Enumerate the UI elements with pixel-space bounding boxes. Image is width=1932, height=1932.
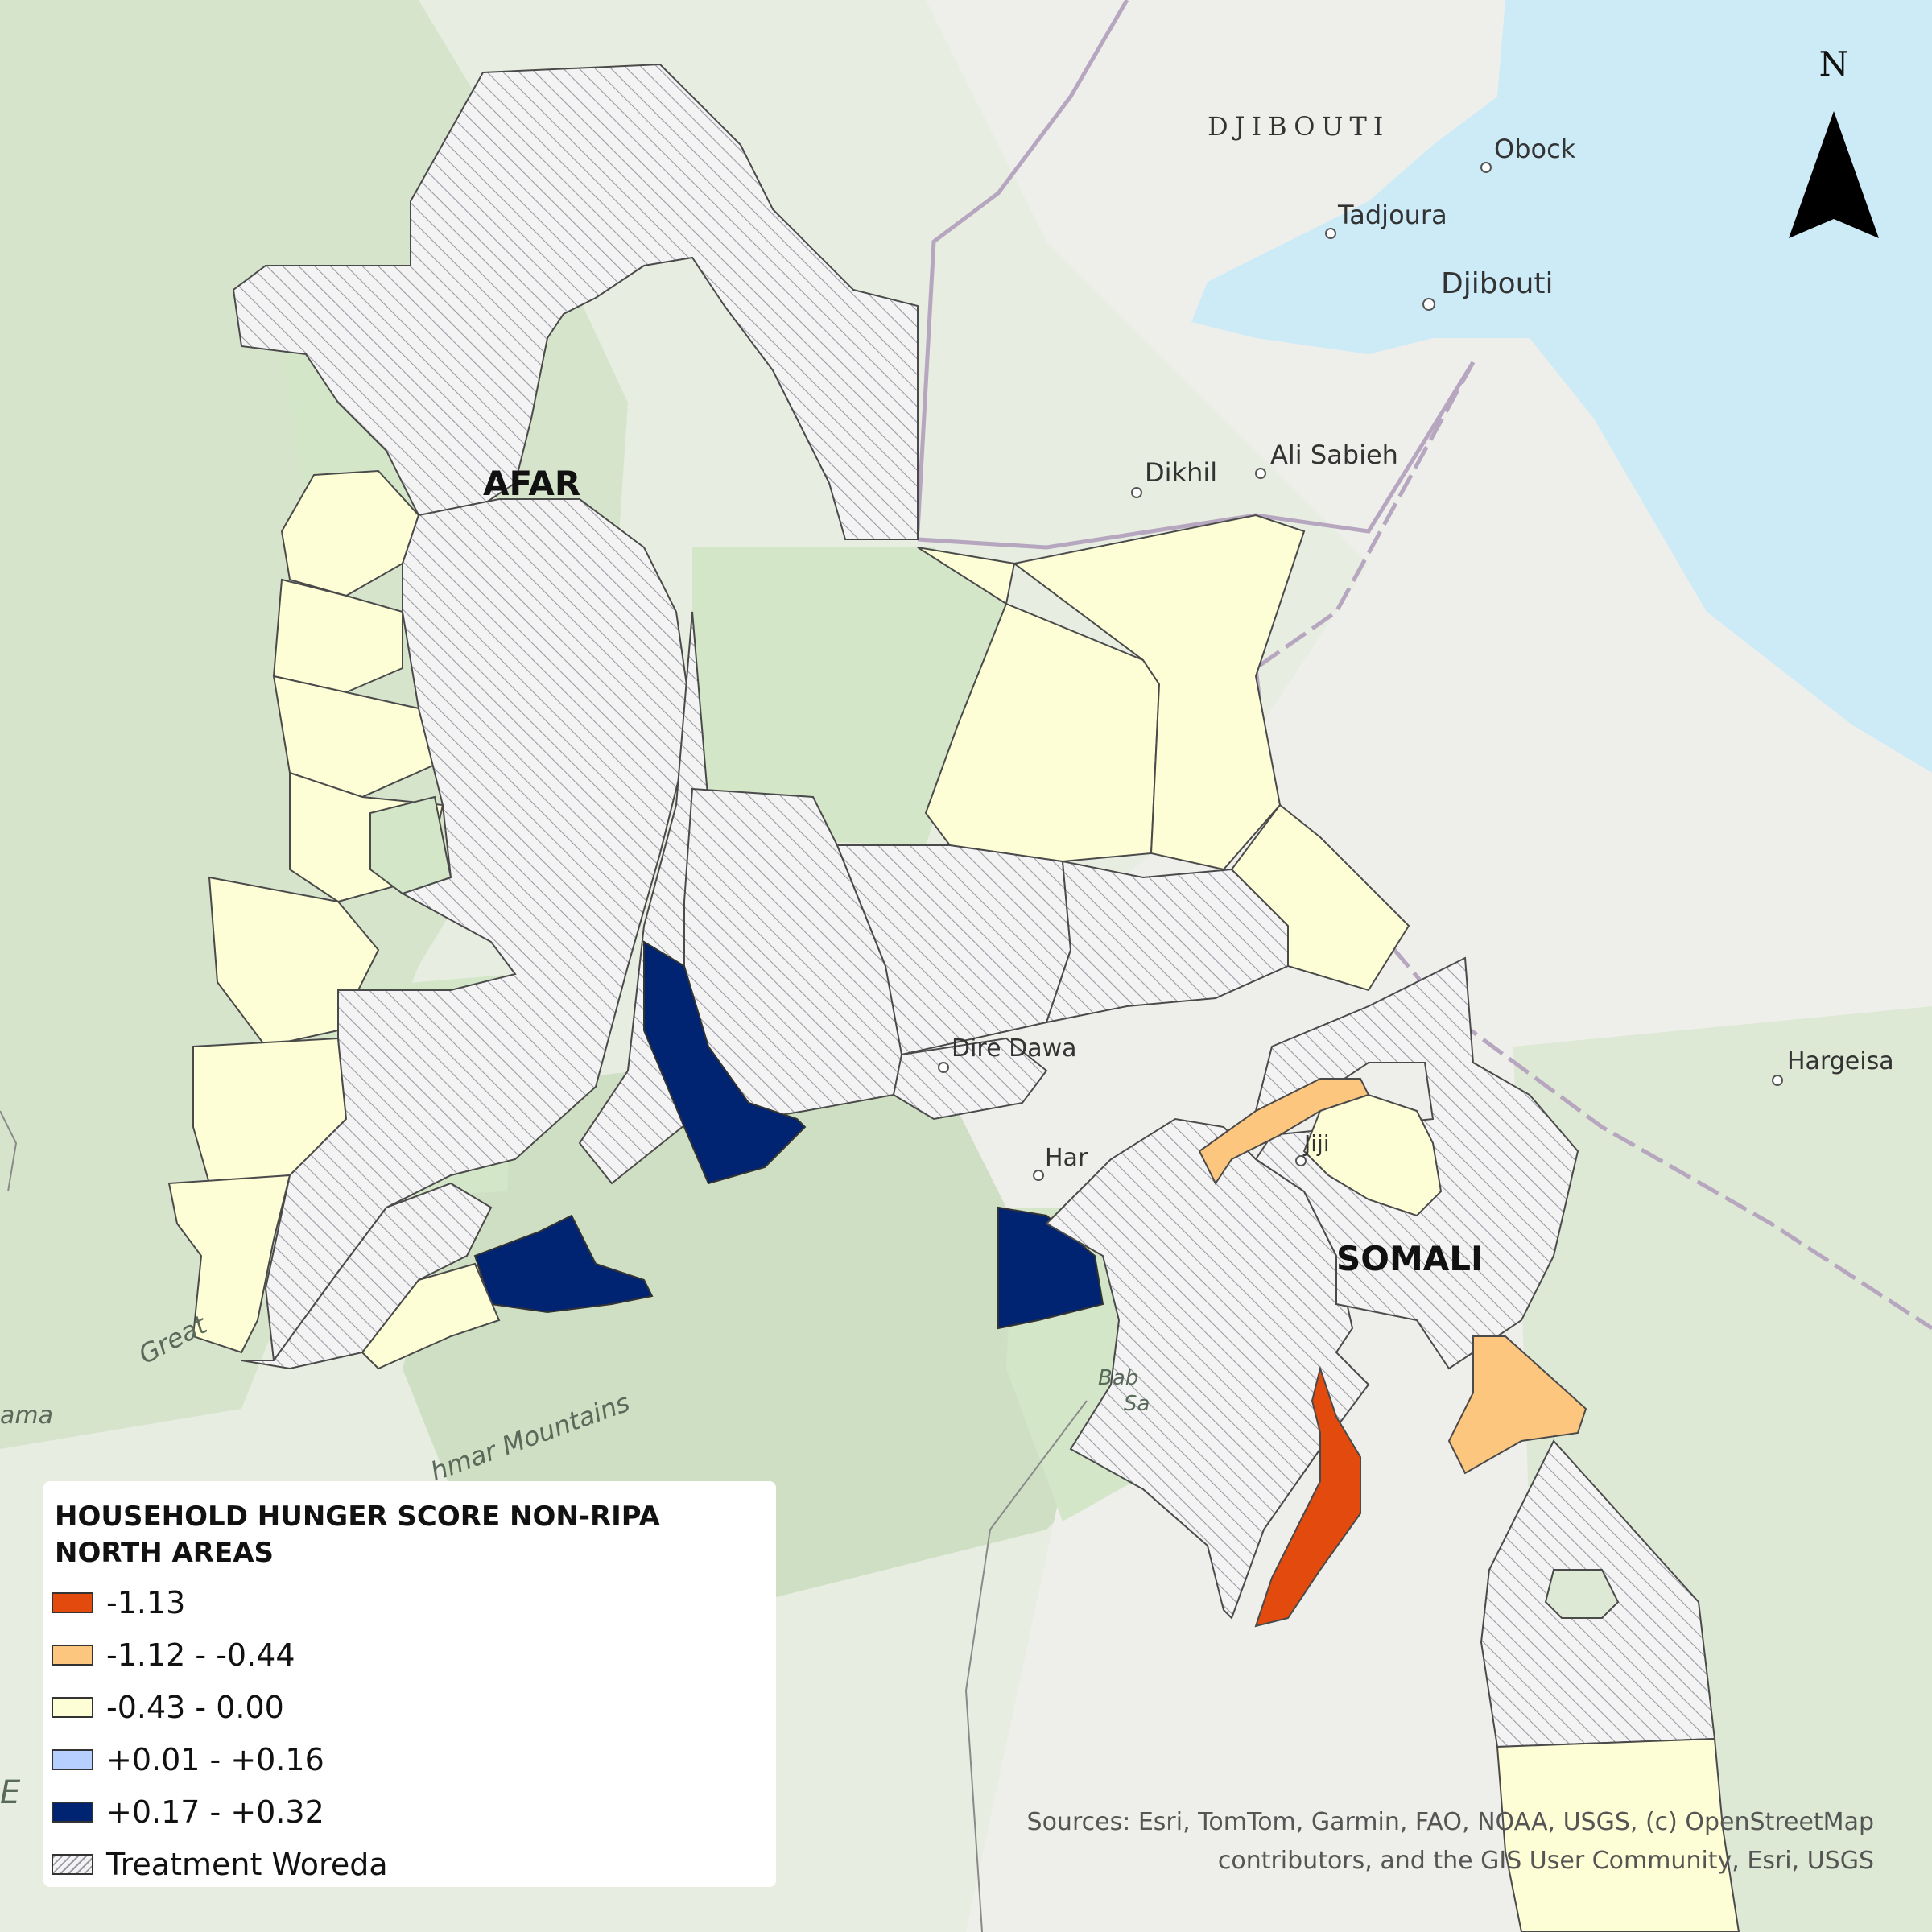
- legend-label: -1.12 - -0.44: [106, 1637, 295, 1673]
- green-patch-1: [684, 547, 1006, 845]
- legend: HOUSEHOLD HUNGER SCORE NON-RIPA NORTH AR…: [43, 1481, 776, 1887]
- legend-item: +0.17 - +0.32: [52, 1785, 762, 1838]
- legend-swatch: [52, 1644, 93, 1666]
- city-marker-harar: [1033, 1170, 1044, 1181]
- woreda-ne-2: [1012, 514, 1306, 871]
- woreda-west-1: [280, 469, 420, 597]
- city-label-jijiga: Jiji: [1302, 1130, 1330, 1157]
- region-label-somali: SOMALI: [1336, 1239, 1484, 1278]
- feature-label-bab: Bab: [1098, 1366, 1138, 1390]
- woreda-navy-3: [997, 1206, 1104, 1330]
- city-marker-obock: [1480, 162, 1492, 173]
- city-marker-dire-dawa: [938, 1062, 949, 1073]
- city-marker-jijiga: [1295, 1155, 1307, 1166]
- city-label-obock: Obock: [1494, 134, 1576, 164]
- attribution: Sources: Esri, TomTom, Garmin, FAO, NOAA…: [908, 1803, 1874, 1880]
- woreda-jijiga-yellow: [1302, 1093, 1443, 1217]
- north-arrow-icon: [1789, 111, 1879, 238]
- city-label-hargeisa: Hargeisa: [1787, 1047, 1894, 1075]
- legend-swatch: [52, 1591, 93, 1613]
- woreda-afar-north: [232, 63, 919, 540]
- city-label-harar: Har: [1045, 1144, 1088, 1172]
- legend-swatch: [52, 1696, 93, 1718]
- legend-title: HOUSEHOLD HUNGER SCORE NON-RIPA NORTH AR…: [55, 1499, 762, 1571]
- city-label-dikhil: Dikhil: [1145, 457, 1217, 488]
- woreda-dire-dawa: [892, 1037, 1048, 1121]
- feature-label-sa: Sa: [1124, 1392, 1150, 1416]
- attribution-line2: contributors, and the GIS User Community…: [1217, 1847, 1874, 1875]
- legend-title-line2: NORTH AREAS: [55, 1537, 275, 1569]
- country-label-djibouti: DJIBOUTI: [1208, 111, 1389, 142]
- legend-label: +0.01 - +0.16: [106, 1741, 324, 1777]
- feature-label-ama: ama: [0, 1402, 53, 1430]
- woreda-sw-hatch: [241, 1182, 493, 1370]
- attribution-line1: Sources: Esri, TomTom, Garmin, FAO, NOAA…: [1026, 1808, 1874, 1836]
- woreda-orange-dark: [1254, 1365, 1361, 1628]
- north-label: N: [1819, 45, 1849, 84]
- legend-title-line1: HOUSEHOLD HUNGER SCORE NON-RIPA: [55, 1501, 660, 1533]
- border-djibouti-west: [915, 0, 1129, 532]
- woreda-orange-light-2: [1447, 1335, 1587, 1475]
- city-label-djibouti: Djibouti: [1441, 267, 1554, 300]
- woreda-navy-1: [643, 940, 807, 1185]
- legend-swatch: [52, 1853, 93, 1875]
- woreda-somali-south-hole: [1544, 1569, 1620, 1619]
- city-marker-ali-sabieh: [1255, 468, 1266, 479]
- city-marker-hargeisa: [1772, 1075, 1783, 1086]
- feature-label-e: E: [0, 1774, 21, 1811]
- legend-item: -0.43 - 0.00: [52, 1681, 762, 1733]
- legend-item: -1.12 - -0.44: [52, 1629, 762, 1681]
- legend-label: +0.17 - +0.32: [106, 1794, 324, 1830]
- city-label-tadjoura: Tadjoura: [1337, 200, 1447, 230]
- legend-label: -0.43 - 0.00: [106, 1689, 284, 1725]
- legend-swatch: [52, 1801, 93, 1823]
- woreda-ne-3: [1230, 803, 1410, 992]
- woreda-navy-2: [473, 1214, 654, 1314]
- legend-item: -1.13: [52, 1576, 762, 1629]
- city-label-ali-sabieh: Ali Sabieh: [1270, 440, 1398, 470]
- legend-swatch: [52, 1748, 93, 1770]
- city-marker-dikhil: [1131, 487, 1142, 498]
- city-marker-djibouti: [1422, 298, 1435, 311]
- woreda-belt-3: [1045, 860, 1289, 1024]
- woreda-somali-far-south: [1496, 1737, 1740, 1932]
- legend-item: +0.01 - +0.16: [52, 1733, 762, 1785]
- woreda-ne-1: [917, 547, 1161, 863]
- legend-item: Treatment Woreda: [52, 1838, 762, 1890]
- legend-items: -1.13 -1.12 - -0.44 -0.43 - 0.00 +0.01 - +0…: [52, 1576, 762, 1890]
- gulf-of-tadjoura: [1256, 233, 1433, 322]
- legend-label: Treatment Woreda: [106, 1846, 388, 1882]
- city-label-dire-dawa: Dire Dawa: [952, 1034, 1077, 1063]
- gulf-of-aden: [1191, 0, 1932, 773]
- region-label-afar: AFAR: [483, 464, 580, 503]
- city-marker-tadjoura: [1325, 228, 1336, 239]
- north-arrow: N: [1785, 44, 1882, 246]
- border-west: [0, 1110, 1088, 1932]
- legend-label: -1.13: [106, 1584, 186, 1620]
